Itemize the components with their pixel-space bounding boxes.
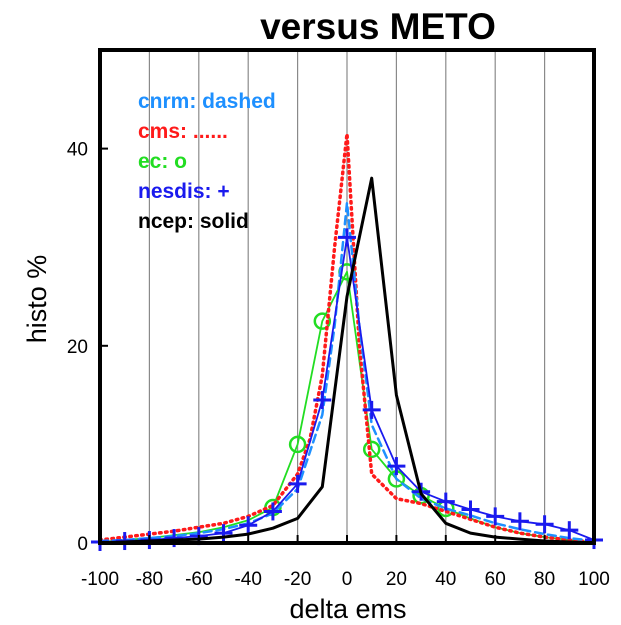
x-tick-label: -60: [185, 569, 212, 590]
x-tick-label: 60: [485, 569, 506, 590]
x-tick-label: -80: [136, 569, 163, 590]
ec-marker: [288, 435, 307, 454]
nesdis-marker: [535, 515, 554, 534]
series-cnrm: [98, 201, 596, 543]
ec-marker: [362, 440, 381, 459]
x-tick-label: -20: [284, 569, 311, 590]
x-tick-label: 20: [386, 569, 407, 590]
y-tick-label: 20: [67, 337, 88, 358]
nesdis-marker: [461, 500, 480, 519]
nesdis-marker: [560, 521, 579, 540]
ticks: -100 -80 -60 -40 -20 0 20 40 60 80 100 0 20 40: [67, 140, 610, 590]
nesdis-marker: [510, 512, 529, 531]
nesdis-marker: [338, 228, 356, 247]
x-axis-label: delta ems: [289, 594, 406, 624]
legend-entry: cms: ......: [138, 120, 228, 143]
x-tick-label: 100: [578, 569, 610, 590]
nesdis-marker: [362, 400, 381, 419]
y-axis-label: histo %: [22, 255, 52, 344]
series-layer: [91, 132, 603, 552]
series-ncep: [98, 176, 596, 545]
x-tick-label: 40: [435, 569, 456, 590]
legend-entry: cnrm: dashed: [138, 90, 276, 113]
x-tick-label: -40: [234, 569, 261, 590]
x-tick-label: 0: [342, 569, 353, 590]
nesdis-marker: [387, 457, 406, 476]
nesdis-marker: [313, 391, 332, 410]
legend-entry: ncep: solid: [138, 210, 249, 233]
legend: cnrm: dashed cms: ...... ec: o nesdis: + nce…: [138, 90, 276, 233]
nesdis-marker: [486, 507, 505, 526]
series-line-cnrm: [98, 201, 596, 543]
nesdis-marker: [214, 524, 233, 543]
nesdis-marker: [239, 516, 258, 535]
y-tick-label: 0: [77, 534, 88, 555]
series-cms: [98, 132, 596, 544]
x-tick-label: -100: [81, 569, 119, 590]
y-tick-label: 40: [67, 140, 88, 161]
ec-marker: [313, 312, 332, 330]
nesdis-marker: [288, 474, 307, 493]
legend-entry: ec: o: [138, 150, 187, 173]
x-tick-label: 80: [534, 569, 555, 590]
nesdis-marker: [436, 492, 455, 511]
legend-entry: nesdis: +: [138, 180, 230, 203]
nesdis-marker: [263, 502, 282, 521]
series-line-ncep: [98, 176, 596, 545]
series-line-cms: [98, 132, 596, 544]
chart-title: versus METO: [260, 6, 496, 47]
